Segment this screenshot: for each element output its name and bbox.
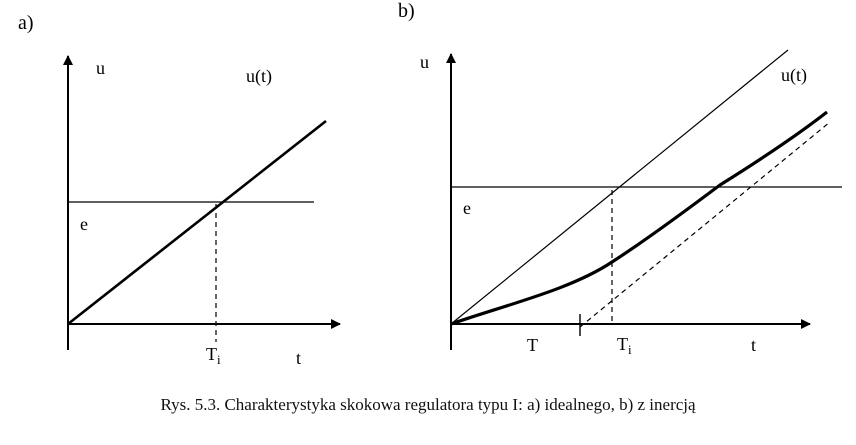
panel-b-curve-label: u(t) (781, 65, 807, 86)
panel-b-level-label: e (463, 198, 471, 218)
panel-b-label: b) (398, 0, 415, 22)
panel-a-ti-label: Ti (206, 344, 221, 367)
panel-a-level-label: e (80, 214, 88, 234)
panel-a: a) u t e u(t) Ti (18, 12, 341, 368)
panel-a-y-axis-label: u (96, 58, 105, 78)
panel-b-asymptote-dashed (579, 121, 831, 328)
panel-a-label: a) (18, 12, 34, 34)
panel-a-x-axis-label: t (296, 348, 301, 368)
panel-b-ideal-ramp-line (450, 49, 789, 325)
panel-b-ti-label: Ti (617, 334, 632, 357)
panel-b: b) u t e u(t) T Ti (398, 0, 842, 357)
panel-b-x-axis-label: t (751, 335, 756, 355)
panel-a-ramp-curve (67, 119, 327, 326)
panel-a-curve-label: u(t) (246, 66, 272, 87)
figure-caption: Rys. 5.3. Charakterystyka skokowa regula… (160, 395, 696, 414)
panel-b-lag-label: T (527, 335, 538, 355)
panel-b-inertial-curve (450, 110, 828, 326)
panel-b-y-axis-label: u (420, 52, 429, 72)
